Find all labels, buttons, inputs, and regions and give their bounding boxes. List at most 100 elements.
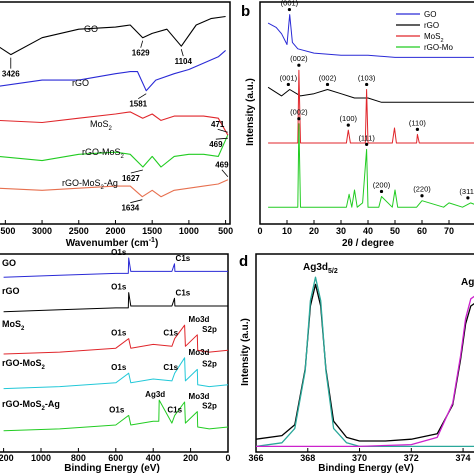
- panel-a-annotation-arrow: [138, 93, 147, 100]
- panel-d-peak-ag3d: Ag3d5/2: [303, 262, 338, 275]
- panel-c-xtick-label: 1000: [31, 453, 51, 463]
- panel-c-label-go: GO: [2, 258, 16, 268]
- panel-b-xtick-label: 30: [336, 226, 346, 236]
- panel-b-legend-label: rGO: [424, 21, 439, 30]
- panel-b-peak-label: (002): [290, 108, 308, 117]
- panel-a-annotation-arrow: [130, 199, 143, 204]
- panel-b-peak-marker: [466, 196, 470, 200]
- panel-b-xlabel: 2θ / degree: [342, 238, 395, 249]
- panel-b-peak-label: (110): [409, 118, 426, 127]
- panel-c-peak-label: C1s: [167, 405, 182, 414]
- panel-d-peak-ag-right: Ag: [461, 277, 474, 288]
- panel-b-peak-marker: [415, 127, 420, 131]
- panel-c-label-rgomos2ag: rGO-MoS2-Ag: [2, 399, 60, 412]
- panel-b-peak-marker: [365, 142, 369, 146]
- panel-d-letter: d: [239, 253, 248, 270]
- panel-d-xtick-label: 372: [404, 453, 419, 463]
- panel-c-label-rgo: rGO: [2, 286, 20, 296]
- panel-b-peak-marker: [297, 117, 301, 121]
- panel-c-peak-label: C1s: [163, 329, 178, 338]
- panel-c-xtick-label: 800: [71, 453, 86, 463]
- panel-b-legend-label: GO: [424, 10, 436, 19]
- panel-a-series-rgo-mos2: [0, 134, 229, 168]
- panel-c-xtick-label: 1200: [0, 453, 14, 463]
- panel-c-peak-label: S2p: [202, 359, 217, 368]
- panel-b-series-rgo: [267, 86, 474, 103]
- panel-b-peak-label: (111): [358, 133, 375, 142]
- panel-b-peak-marker: [420, 194, 424, 198]
- panel-b-peak-label: (220): [413, 185, 431, 194]
- panel-d-xtick-label: 370: [352, 453, 367, 463]
- panel-b-xtick-label: 40: [363, 226, 373, 236]
- panel-a-series-rgo: [0, 49, 226, 92]
- panel-a-xtick-label: 1500: [142, 226, 162, 236]
- panel-c-peak-label: Mo3d: [189, 348, 210, 357]
- panel-a-frame: [0, 1, 231, 225]
- panel-a-series-rgo-mos2-ag: [0, 179, 229, 198]
- panel-c-series-rgo-mos2-ag: [3, 399, 229, 432]
- panel-c-peak-label: Mo3d: [189, 392, 210, 401]
- panel-b-peak-label: (001): [280, 73, 298, 82]
- panel-b-xtick-label: 50: [390, 226, 400, 236]
- panel-a: 350030002500200015001000500 GO rGO MoS2 …: [0, 1, 233, 249]
- panel-c-peak-label: O1s: [111, 363, 127, 372]
- panel-b-peak-marker: [297, 63, 301, 67]
- panel-a-annotation: 1104: [175, 57, 193, 66]
- panel-a-label-go: GO: [84, 24, 98, 34]
- panel-a-xtick-label: 3000: [32, 226, 52, 236]
- panel-c-series-mos2: [3, 324, 229, 355]
- panel-a-annotation: 1581: [129, 100, 147, 109]
- panel-c-peak-label: O1s: [111, 283, 127, 292]
- panel-a-xtick-label: 1000: [179, 226, 199, 236]
- panel-a-annotation: 471: [211, 120, 225, 129]
- panel-b-xtick-label: 70: [444, 226, 454, 236]
- panel-b-xtick-label: 60: [417, 226, 427, 236]
- panel-c-series-go: [3, 257, 228, 278]
- panel-b-peak-marker: [379, 189, 384, 194]
- panel-a-series-go: [0, 15, 226, 56]
- panel-a-annotation-arrow: [130, 169, 143, 174]
- panel-c-label-rgomos2: rGO-MoS2: [2, 358, 46, 371]
- panel-a-annotation-arrow: [221, 169, 229, 177]
- panel-d-series-fit1: [255, 276, 474, 448]
- panel-d-series-raw: [255, 283, 474, 442]
- panel-c-xtick-label: 200: [183, 453, 198, 463]
- panel-a-annotation: 469: [209, 140, 223, 149]
- panel-b-series-go: [267, 14, 474, 58]
- panel-d-xtick-label: 366: [248, 453, 263, 463]
- panel-b-peak-label: (103): [358, 73, 376, 82]
- panel-a-xtick-label: 3500: [0, 226, 15, 236]
- panel-c-series-rgo: [3, 292, 228, 313]
- panel-a-annotation: 1629: [132, 49, 150, 58]
- panel-c-peak-label: C1s: [176, 288, 191, 297]
- panel-d-ylabel: Intensity (a.u.): [240, 318, 251, 386]
- panel-c-peak-label: O1s: [109, 405, 125, 414]
- panel-d-xlabel: Binding Energy (eV): [318, 463, 414, 474]
- panel-a-label-rgomos2: rGO-MoS2: [82, 147, 125, 160]
- panel-c-peak-label: O1s: [111, 248, 127, 257]
- panel-a-xlabel: Wavenumber (cm-1): [66, 237, 159, 249]
- panel-c-xtick-label: 0: [225, 453, 230, 463]
- panel-c-series-rgo-mos2: [3, 357, 229, 390]
- panel-b-peak-marker: [346, 123, 350, 127]
- panel-b-peak-marker: [287, 7, 292, 12]
- panel-a-annotation-arrow: [217, 128, 228, 133]
- panel-b-peak-label: (002): [290, 54, 308, 63]
- panel-c-peak-label: O1s: [111, 329, 127, 338]
- panel-c-peak-label: Mo3d: [189, 315, 210, 324]
- panel-b-xtick-label: 10: [282, 226, 292, 236]
- panel-b-series-rgo-mos2: [268, 123, 474, 208]
- panel-d-frame: [255, 253, 474, 453]
- panel-b: b Intensity (a.u.) 0 10 20 30 40 50 60 70 (001)…: [241, 0, 474, 249]
- panel-b-peak-label: (001): [281, 0, 299, 8]
- panel-a-xtick-label: 2000: [105, 226, 125, 236]
- panel-c-peak-label: C1s: [176, 254, 191, 263]
- panel-c-xlabel: Binding Energy (eV): [64, 463, 160, 474]
- panel-c-frame: [0, 253, 229, 453]
- panel-a-xtick-label: 500: [218, 226, 233, 236]
- panel-b-peak-label: (100): [340, 114, 358, 123]
- panel-c-xtick-label: 400: [146, 453, 161, 463]
- panel-d-xtick-label: 374: [456, 453, 471, 463]
- panel-b-series-mos2: [268, 69, 474, 144]
